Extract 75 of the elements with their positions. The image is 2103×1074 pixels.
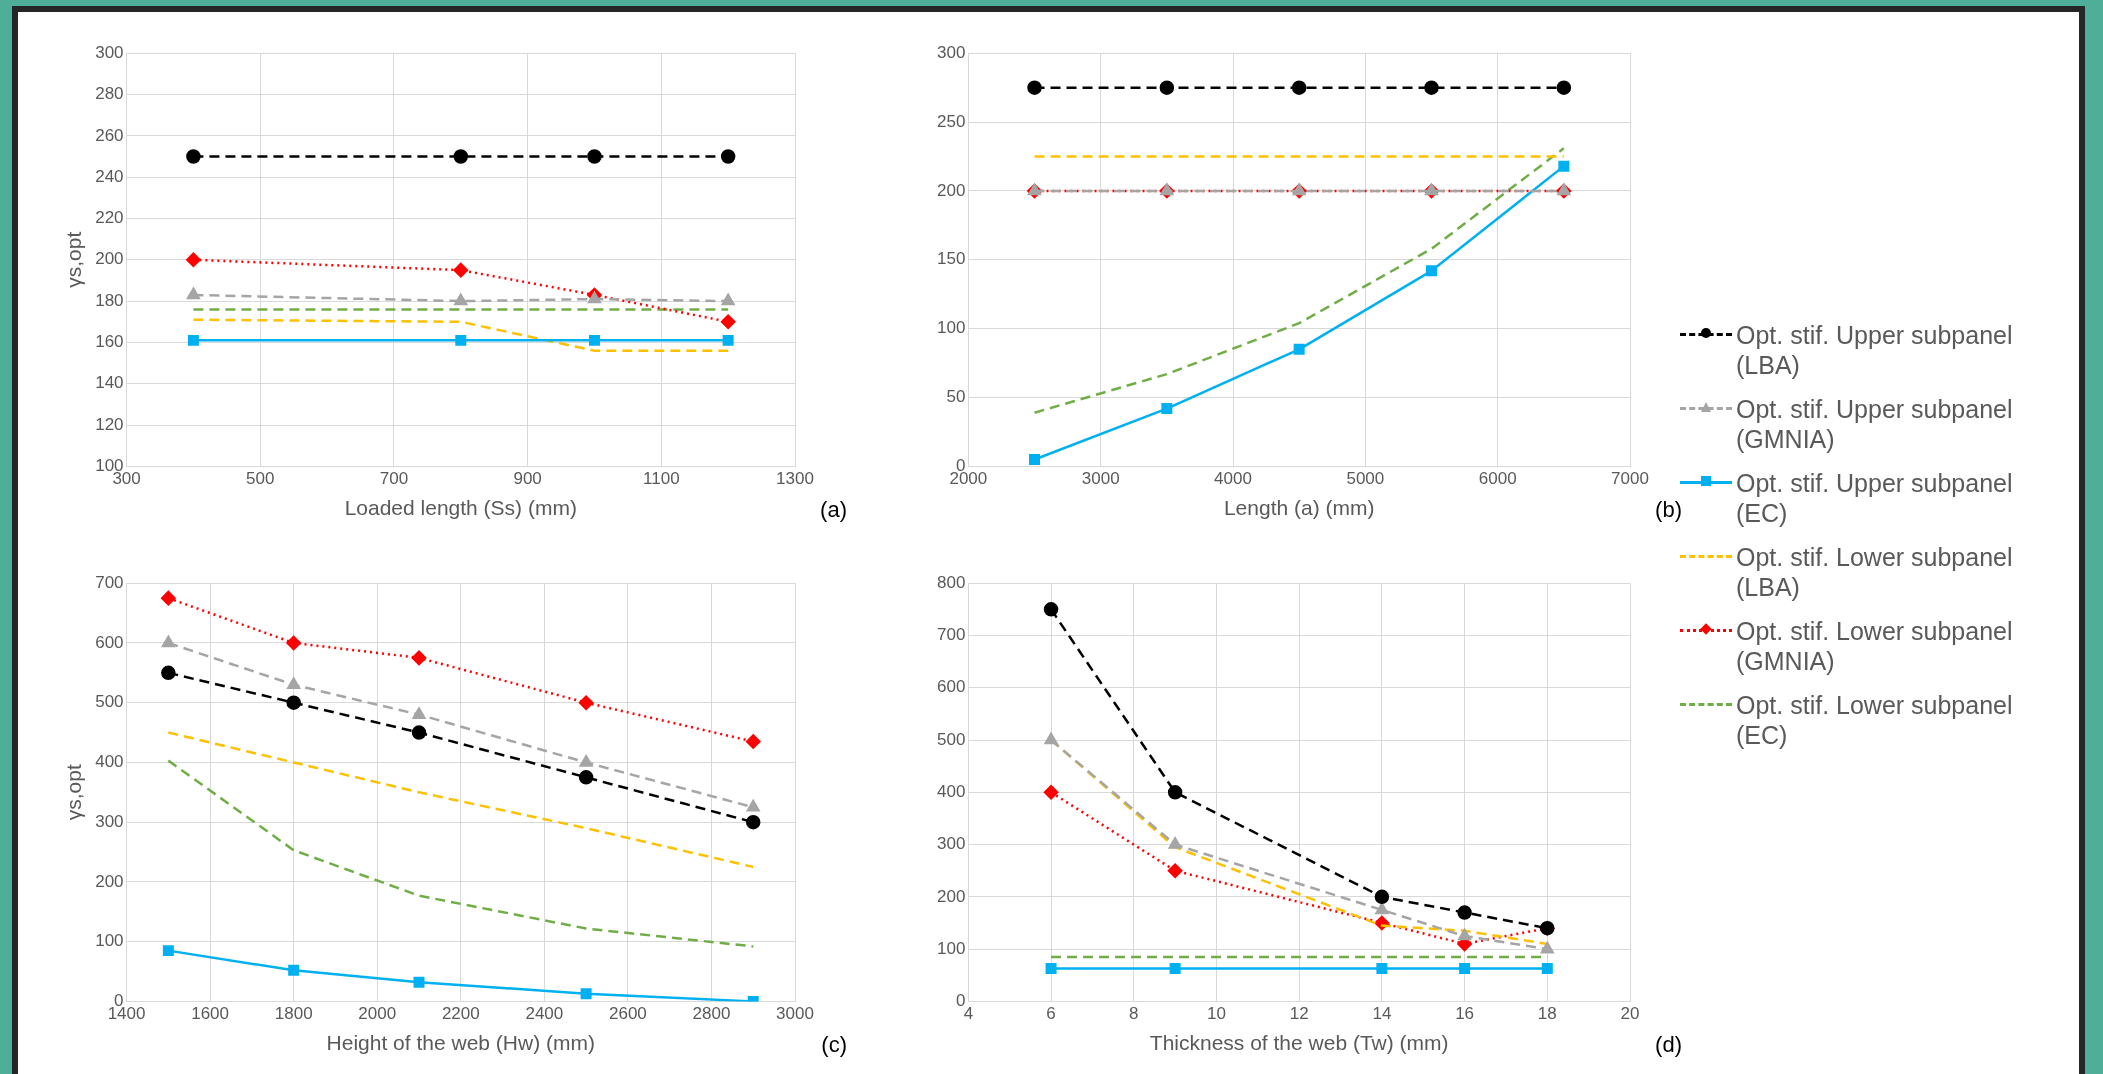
x-tick-label: 12 — [1289, 1004, 1309, 1024]
y-tick-label: 240 — [95, 166, 124, 186]
x-axis-title: Thickness of the web (Tw) (mm) — [1149, 1031, 1449, 1055]
x-tick-label: 4 — [963, 1004, 974, 1024]
y-tick-label: 200 — [936, 180, 966, 200]
y-tick-label: 260 — [95, 125, 124, 145]
legend-label: Opt. stif. Lower subpanel (LBA) — [1736, 542, 2014, 602]
x-tick-label: 1300 — [776, 469, 814, 489]
y-tick-label: 700 — [936, 625, 966, 645]
y-tick-label: 800 — [936, 572, 966, 592]
y-tick-label: 700 — [95, 572, 124, 592]
x-tick-label: 10 — [1207, 1004, 1226, 1024]
legend-label: Opt. stif. Lower subpanel (GMNIA) — [1736, 616, 2014, 676]
x-tick-label: 16 — [1455, 1004, 1475, 1024]
legend-label: Opt. stif. Upper subpanel (GMNIA) — [1736, 394, 2014, 454]
y-tick-label: 50 — [946, 387, 966, 407]
y-tick-label: 140 — [95, 373, 124, 393]
x-tick-label: 6 — [1046, 1004, 1056, 1024]
x-tick-label: 500 — [246, 469, 275, 489]
legend-label: Opt. stif. Upper subpanel (LBA) — [1736, 320, 2014, 380]
x-tick-label: 2800 — [692, 1004, 731, 1024]
x-axis-title: Height of the web (Hw) (mm) — [326, 1031, 595, 1055]
y-tick-label: 100 — [936, 318, 966, 338]
y-tick-label: 100 — [95, 931, 124, 951]
y-tick-label: 0 — [955, 991, 966, 1011]
x-tick-label: 1100 — [643, 469, 680, 489]
x-tick-label: 2000 — [358, 1004, 397, 1024]
y-tick-label: 400 — [936, 781, 966, 801]
legend-label: Opt. stif. Upper subpanel (EC) — [1736, 468, 2014, 528]
y-tick-label: 300 — [95, 42, 124, 62]
x-tick-label: 700 — [379, 469, 409, 489]
x-axis-title: Loaded length (Ss) (mm) — [344, 496, 577, 520]
y-tick-label: 300 — [936, 42, 966, 62]
text: (c) — [821, 1032, 847, 1058]
y-axis-title: γs,opt — [62, 231, 86, 288]
x-tick-label: 4000 — [1214, 469, 1252, 489]
x-tick-label: 900 — [513, 469, 542, 489]
y-tick-label: 180 — [95, 290, 124, 310]
y-tick-label: 120 — [95, 414, 124, 434]
text: (d) — [1655, 1032, 1682, 1058]
y-tick-label: 150 — [936, 249, 966, 269]
y-tick-label: 300 — [936, 834, 966, 854]
x-tick-label: 1800 — [274, 1004, 313, 1024]
y-tick-label: 100 — [936, 938, 966, 958]
text: (a) — [820, 497, 847, 523]
y-tick-label: 500 — [95, 692, 124, 712]
x-tick-label: 7000 — [1611, 469, 1649, 489]
y-tick-label: 500 — [936, 729, 966, 749]
x-tick-label: 1600 — [191, 1004, 230, 1024]
x-tick-label: 6000 — [1478, 469, 1517, 489]
x-tick-label: 3000 — [1081, 469, 1120, 489]
x-tick-label: 14 — [1372, 1004, 1392, 1024]
y-tick-label: 220 — [95, 208, 124, 228]
y-tick-label: 200 — [95, 249, 124, 269]
y-tick-label: 160 — [95, 332, 124, 352]
x-tick-label: 2200 — [441, 1004, 480, 1024]
y-tick-label: 400 — [95, 752, 124, 772]
y-tick-label: 600 — [936, 677, 966, 697]
x-axis-title: Length (a) (mm) — [1223, 496, 1375, 520]
y-tick-label: 250 — [936, 111, 966, 131]
y-tick-label: 200 — [95, 871, 124, 891]
x-tick-label: 18 — [1537, 1004, 1557, 1024]
y-tick-label: 200 — [936, 886, 966, 906]
x-tick-label: 2600 — [608, 1004, 647, 1024]
y-tick-label: 600 — [95, 632, 124, 652]
y-tick-label: 300 — [95, 811, 124, 831]
y-axis-title: γs,opt — [62, 764, 86, 821]
legend-label: Opt. stif. Lower subpanel (EC) — [1736, 690, 2014, 750]
text: (b) — [1655, 497, 1682, 523]
x-tick-label: 8 — [1129, 1004, 1139, 1024]
x-tick-label: 2400 — [525, 1004, 564, 1024]
x-tick-label: 5000 — [1346, 469, 1385, 489]
x-tick-label: 3000 — [776, 1004, 814, 1024]
y-tick-label: 280 — [95, 84, 124, 104]
x-tick-label: 20 — [1620, 1004, 1640, 1024]
